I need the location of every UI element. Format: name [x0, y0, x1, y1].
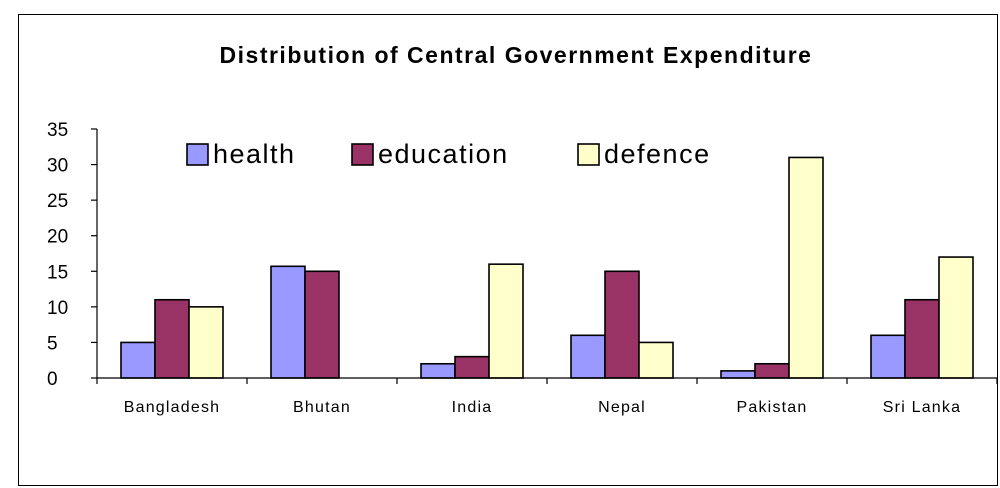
bar-education-bangladesh [154, 298, 190, 379]
y-tick-label: 35 [47, 120, 68, 141]
bar-education-india [454, 355, 490, 379]
bar-defence-india [488, 263, 524, 379]
bar-defence-pakistan [788, 156, 824, 379]
bar-health-pakistan [720, 370, 756, 379]
y-tick-label: 15 [47, 262, 68, 283]
legend-swatch-health [186, 143, 209, 166]
y-tick-label: 0 [47, 369, 58, 390]
legend-swatch-defence [577, 143, 600, 166]
y-tick-label: 10 [47, 298, 68, 319]
x-tick-label: Sri Lanka [883, 399, 961, 416]
x-tick-label: Pakistan [737, 399, 808, 416]
legend-label-education: education [378, 139, 509, 169]
bar-health-bhutan [270, 265, 306, 379]
legend: health education defence [186, 139, 711, 169]
bar-education-nepal [604, 270, 640, 379]
bar-defence-nepal [638, 341, 674, 379]
y-tick-label: 5 [47, 333, 58, 354]
chart-title: Distribution of Central Government Expen… [220, 42, 813, 68]
bar-defence-sri-lanka [938, 256, 974, 379]
bar-health-sri-lanka [870, 334, 906, 379]
bar-health-nepal [570, 334, 606, 379]
bar-health-bangladesh [120, 341, 156, 379]
chart-frame [18, 14, 998, 486]
y-tick-label: 20 [47, 227, 68, 248]
legend-label-health: health [213, 139, 296, 169]
legend-swatch-education [351, 143, 374, 166]
bars-group [120, 156, 974, 379]
bar-health-india [420, 362, 456, 379]
y-tick-labels: 0 5 10 15 20 25 30 35 [47, 120, 68, 390]
y-tick-label: 25 [47, 191, 68, 212]
x-tick-label: Nepal [598, 399, 646, 416]
x-tick-label: India [452, 399, 493, 416]
x-tick-labels: Bangladesh Bhutan India Nepal Pakistan Sri La… [124, 399, 961, 416]
bar-defence-bangladesh [188, 306, 224, 379]
legend-label-defence: defence [604, 139, 711, 169]
axes-group [91, 128, 998, 384]
bar-education-sri-lanka [904, 298, 940, 379]
x-tick-label: Bangladesh [124, 399, 221, 416]
x-tick-label: Bhutan [293, 399, 351, 416]
bar-education-pakistan [754, 362, 790, 379]
bar-education-bhutan [304, 270, 340, 379]
y-tick-label: 30 [47, 156, 68, 177]
